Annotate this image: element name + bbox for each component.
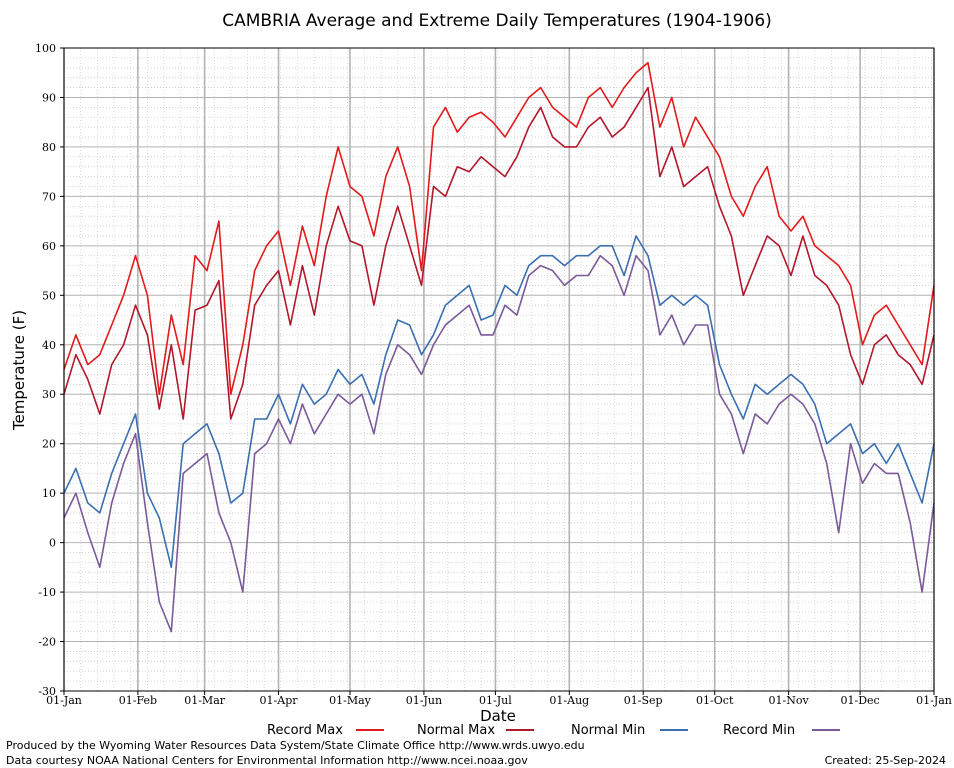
footer-produced: Produced by the Wyoming Water Resources … [6, 739, 585, 752]
x-axis-label: Date [480, 707, 516, 725]
y-tick-label: -20 [38, 636, 56, 649]
x-tick-label: 01-Dec [841, 694, 880, 707]
legend: Record Max Normal Max Normal Min Record Min [267, 723, 840, 738]
y-tick-label: 90 [42, 91, 56, 104]
y-tick-label: 20 [42, 438, 56, 451]
y-tick-label: -10 [38, 586, 56, 599]
x-tick-label: 01-Oct [696, 694, 734, 707]
series-line-record-max [63, 61, 935, 396]
y-tick-label: 60 [42, 240, 56, 253]
x-tick-label: 01-Sep [624, 694, 663, 707]
x-tick-label: 01-Mar [184, 694, 226, 707]
x-tick-label: 01-Jan [916, 694, 952, 707]
legend-label: Normal Max [417, 723, 495, 738]
major-grid [63, 47, 935, 692]
x-tick-label: 01-Aug [549, 694, 589, 707]
x-tick-label: 01-Feb [119, 694, 157, 707]
series-line-normal-max [63, 86, 935, 420]
y-tick-label: 80 [42, 141, 56, 154]
y-tick-label: 50 [42, 289, 56, 302]
series-line-record-min [63, 254, 935, 633]
x-tick-label: 01-Nov [769, 694, 810, 707]
footer-created: Created: 25-Sep-2024 [825, 754, 946, 767]
x-tick-label: 01-May [329, 694, 372, 707]
legend-label: Record Max [267, 723, 343, 738]
legend-label: Record Min [723, 723, 795, 738]
x-tick-label: 01-Jan [46, 694, 82, 707]
y-tick-label: 40 [42, 339, 56, 352]
y-tick-label: 0 [49, 537, 56, 550]
chart-title: CAMBRIA Average and Extreme Daily Temper… [222, 11, 772, 31]
y-tick-label: 10 [42, 487, 56, 500]
legend-label: Normal Min [571, 723, 645, 738]
x-axis-ticks: 01-Jan 01-Feb 01-Mar 01-Apr 01-May 01-Jun 01-J… [46, 691, 952, 707]
plot-frame [63, 47, 935, 692]
y-tick-label: -30 [38, 685, 56, 698]
y-tick-label: 70 [42, 190, 56, 203]
footer-courtesy: Data courtesy NOAA National Centers for … [6, 754, 528, 767]
x-tick-label: 01-Apr [260, 694, 299, 707]
x-tick-label: 01-Jun [406, 694, 442, 707]
series-group [63, 61, 935, 633]
y-tick-label: 100 [35, 42, 56, 55]
y-axis-label: Temperature (F) [10, 310, 28, 431]
y-tick-label: 30 [42, 388, 56, 401]
series-line-normal-min [63, 235, 935, 569]
x-tick-label: 01-Jul [479, 694, 512, 707]
